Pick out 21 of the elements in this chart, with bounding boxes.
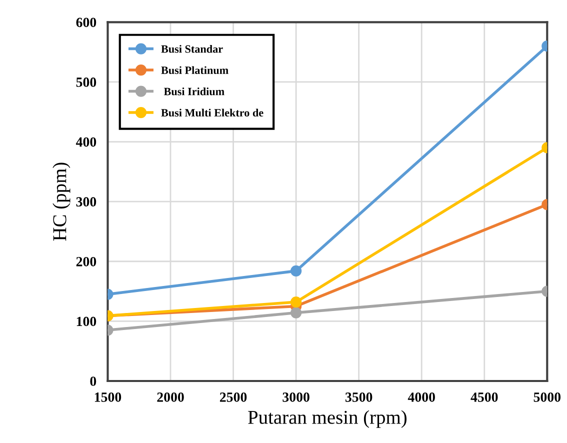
y-tick-label: 200 <box>76 256 96 266</box>
legend-label: Busi Platinum <box>161 66 228 74</box>
x-tick-label: 2500 <box>220 392 247 402</box>
legend-label: Busi Multi Elektro de <box>161 108 264 117</box>
x-tick-label: 1500 <box>94 392 122 402</box>
x-tick-label: 3500 <box>345 392 372 402</box>
y-tick-label: 600 <box>76 18 96 28</box>
y-axis-title: HC (ppm) <box>52 162 70 241</box>
y-tick-label: 300 <box>76 197 96 207</box>
x-tick-label: 2000 <box>157 392 184 402</box>
x-tick-label: 4000 <box>408 392 435 402</box>
y-tick-label: 500 <box>76 78 96 87</box>
x-tick-label: 4500 <box>470 392 498 402</box>
y-tick-label: 400 <box>76 137 96 147</box>
y-tick-label: 0 <box>90 376 96 386</box>
x-axis-title: Putaran mesin (rpm) <box>248 410 407 428</box>
y-tick-label: 100 <box>76 316 96 326</box>
x-tick-label: 3000 <box>282 392 310 402</box>
x-tick-label: 5000 <box>534 392 561 402</box>
legend-label: Busi Iridium <box>164 87 224 96</box>
legend-label: Busi Standar <box>161 44 223 53</box>
